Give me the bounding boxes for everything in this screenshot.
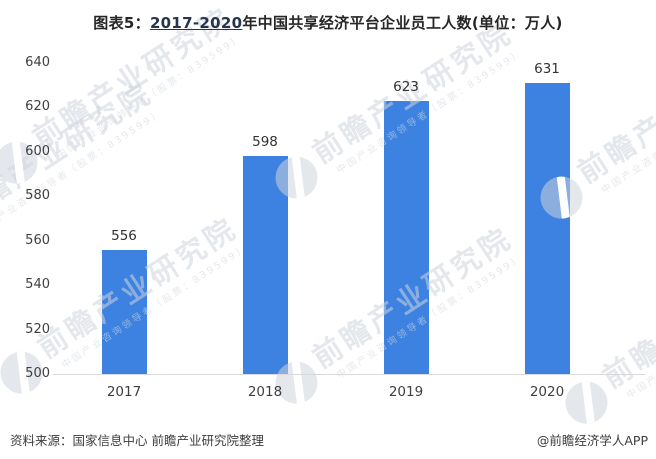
source-note: 资料来源：国家信息中心 前瞻产业研究院整理 [10, 433, 264, 448]
chart-title: 图表5：2017-2020年中国共享经济平台企业员工人数(单位：万人) [0, 12, 656, 33]
y-axis-tick-label: 540 [25, 277, 50, 293]
bar-2020 [524, 82, 570, 374]
watermark-text-large: 前瞻产业研究院 [571, 35, 656, 190]
bar-2019 [383, 100, 429, 374]
x-axis-label-2020: 2020 [529, 384, 565, 400]
watermark-text-small: 中国产业咨询领导者（股票：839599） [335, 47, 526, 177]
y-axis-tick-label: 520 [25, 321, 50, 337]
bar-2017 [101, 249, 147, 374]
watermark-group: 前瞻产业研究院 中国产业咨询领导者（股票：839599） [556, 240, 656, 433]
footer: 资料来源：国家信息中心 前瞻产业研究院整理 @前瞻经济学人APP [10, 430, 648, 449]
qianzhan-logo-icon [557, 373, 616, 432]
x-axis-label-2018: 2018 [247, 384, 283, 400]
y-axis-tick-label: 580 [25, 188, 50, 204]
value-label-2017: 556 [111, 227, 137, 244]
value-label-2018: 598 [252, 134, 278, 151]
watermark-texts: 前瞻产业研究院 中国产业咨询领导者（股票：839599） [571, 35, 656, 202]
x-axis-label-2019: 2019 [388, 384, 424, 400]
chart-title-prefix: 图表5： [93, 14, 150, 32]
chart-title-suffix: 年中国共享经济平台企业员工人数(单位：万人) [242, 14, 563, 32]
watermark-texts: 前瞻产业研究院 中国产业咨询领导者（股票：839599） [596, 240, 656, 407]
x-axis-line [53, 374, 645, 375]
value-label-2020: 631 [534, 60, 560, 77]
y-axis-tick-label: 620 [25, 99, 50, 115]
watermark-text-small: 中国产业咨询领导者（股票：839599） [600, 67, 656, 197]
watermark-text-small: 中国产业咨询领导者（股票：839599） [625, 272, 656, 402]
y-axis-tick-label: 640 [25, 55, 50, 70]
chart-title-year-range: 2017-2020 [149, 14, 243, 32]
watermark-text-small: 中国产业咨询领导者（股票：839599） [55, 32, 246, 162]
y-axis-tick-label: 600 [25, 143, 50, 159]
bar-2018 [242, 156, 288, 374]
watermark-text-small: 中国产业咨询领导者（股票：839599） [0, 107, 166, 237]
x-axis-label-2017: 2017 [106, 384, 142, 400]
watermark-text-large: 前瞻产业研究院 [596, 240, 656, 395]
y-axis-tick-label: 560 [25, 232, 50, 248]
qianzhan-logo-icon [0, 133, 46, 192]
watermark-text-small: 中国产业咨询领导者（股票：839599） [335, 252, 526, 382]
y-axis-tick-label: 500 [25, 366, 50, 381]
app-credit: @前瞻经济学人APP [536, 433, 648, 448]
watermark-text-small: 中国产业咨询领导者（股票：839599） [60, 242, 251, 372]
value-label-2019: 623 [393, 78, 419, 95]
